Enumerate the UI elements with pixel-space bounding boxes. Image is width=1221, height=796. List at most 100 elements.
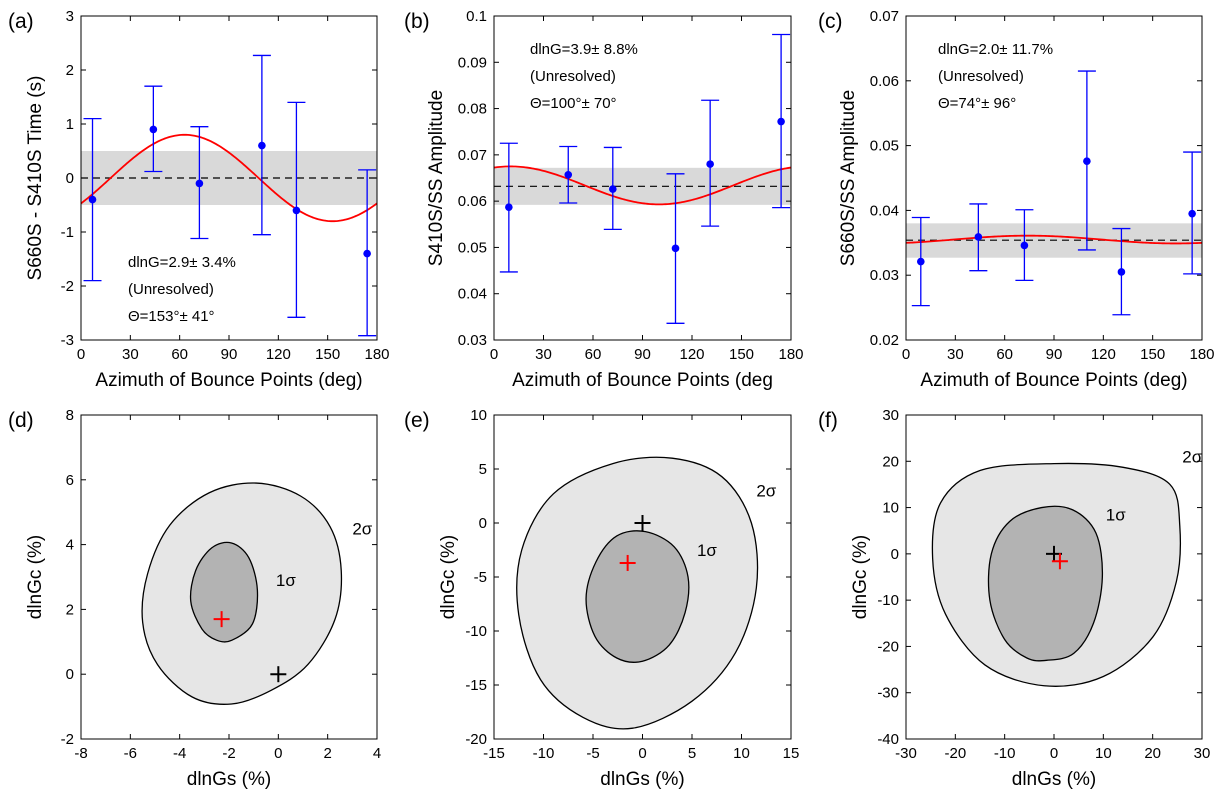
panel-c: dlnG=2.0± 11.7% (Unresolved) Θ=74°± 96° 0 30… <box>818 8 1215 391</box>
data-point <box>1188 209 1196 218</box>
annotation-line: (Unresolved) <box>938 68 1024 85</box>
panel-d: 1σ 2σ -8 -6 -4 -2 0 2 4 -2 0 2 4 6 8 dlnGs (%) dlnGc (%)… <box>8 407 381 790</box>
x-tick-label: -30 <box>895 745 917 762</box>
label-2sigma: 2σ <box>352 519 372 538</box>
contour-1sigma <box>987 505 1104 662</box>
y-tick-label: 1 <box>66 116 74 133</box>
x-tick-label: 0 <box>902 346 910 363</box>
x-axis-label: Azimuth of Bounce Points (deg) <box>920 370 1187 391</box>
data-point <box>363 249 371 258</box>
y-tick-label: -1 <box>61 224 74 241</box>
x-tick-label: 60 <box>996 346 1013 363</box>
x-tick-label: 90 <box>221 346 238 363</box>
y-tick-label: 0.04 <box>458 286 487 303</box>
label-1sigma: 1σ <box>276 571 296 590</box>
y-tick-label: -30 <box>877 685 899 702</box>
x-tick-label: 0 <box>77 346 85 363</box>
y-tick-label: 2 <box>66 62 74 79</box>
x-axis-label: dlnGs (%) <box>600 769 684 790</box>
annotation-line: Θ=153°± 41° <box>128 308 215 325</box>
x-tick-label: 30 <box>535 346 552 363</box>
x-axis-label: dlnGs (%) <box>1012 769 1096 790</box>
x-tick-label: 0 <box>490 346 498 363</box>
x-tick-label: 20 <box>1144 745 1161 762</box>
data-point <box>974 233 983 241</box>
x-tick-label: 180 <box>1189 346 1214 363</box>
y-tick-label: -2 <box>61 278 74 295</box>
x-tick-label: 180 <box>778 346 803 363</box>
fit-curve <box>81 133 377 223</box>
x-tick-label: 15 <box>783 745 800 762</box>
data-point <box>195 179 204 188</box>
data-point <box>505 203 513 211</box>
y-tick-label: 0 <box>891 546 899 563</box>
annotation-line: dlnG=3.9± 8.8% <box>530 41 638 58</box>
y-tick-label: 30 <box>882 407 899 424</box>
y-tick-label: 0.1 <box>466 8 487 25</box>
x-tick-label: -10 <box>533 745 555 762</box>
x-tick-label: 150 <box>1140 346 1165 363</box>
y-axis-label: dlnGc (%) <box>25 535 46 619</box>
y-tick-label: 0.03 <box>458 332 487 349</box>
panel-label: (a) <box>8 10 34 33</box>
y-tick-label: 0.06 <box>870 73 899 90</box>
data-point <box>777 117 785 126</box>
label-1sigma: 1σ <box>1106 506 1126 525</box>
label-1sigma: 1σ <box>697 541 717 560</box>
x-tick-label: 90 <box>634 346 651 363</box>
panel-label: (f) <box>818 409 838 432</box>
data-point <box>1083 157 1091 165</box>
y-tick-label: -10 <box>877 592 899 609</box>
panel-label: (c) <box>818 10 843 33</box>
data-point <box>706 160 714 168</box>
data-point <box>917 257 925 266</box>
y-tick-label: 0.07 <box>870 8 899 25</box>
axes-box <box>905 15 1203 341</box>
x-tick-label: 5 <box>688 745 696 762</box>
x-tick-label: 30 <box>1194 745 1211 762</box>
x-tick-label: 0 <box>274 745 282 762</box>
x-tick-label: 0 <box>1050 745 1058 762</box>
x-tick-label: 60 <box>585 346 602 363</box>
y-tick-label: 5 <box>479 461 487 478</box>
data-point <box>1020 241 1029 250</box>
y-tick-label: 0.03 <box>870 267 899 284</box>
y-axis-label: S660S/SS Amplitude <box>838 90 859 266</box>
panel-a: dlnG=2.9± 3.4%(Unresolved)Θ=153°± 41°0 30… <box>8 8 390 391</box>
data-point <box>609 185 617 193</box>
y-tick-label: -10 <box>465 623 487 640</box>
x-tick-label: -20 <box>944 745 966 762</box>
annotation-line: Θ=74°± 96° <box>938 95 1016 112</box>
panel-label: (b) <box>404 10 430 33</box>
panel-label: (e) <box>404 409 430 432</box>
y-tick-label: 0 <box>66 170 74 187</box>
y-tick-label: 0.02 <box>870 332 899 349</box>
panel-b: dlnG=3.9± 8.8% (Unresolved) Θ=100°± 70° 0 30… <box>404 8 804 391</box>
y-tick-label: 0.05 <box>458 239 487 256</box>
contour-1sigma <box>585 530 690 663</box>
y-axis-label: dlnGc (%) <box>438 535 459 619</box>
data-point <box>149 125 158 134</box>
x-tick-label: 10 <box>733 745 750 762</box>
label-2sigma: 2σ <box>1182 448 1202 467</box>
x-tick-label: 150 <box>315 346 340 363</box>
y-tick-label: 3 <box>66 8 74 25</box>
y-axis-label: S660S - S410S Time (s) <box>25 76 46 281</box>
data-point <box>564 170 573 179</box>
fit-curve <box>906 234 1202 245</box>
data-point <box>88 195 97 204</box>
x-tick-label: -2 <box>222 745 235 762</box>
y-axis-label: dlnGc (%) <box>850 535 871 619</box>
annotation-line: (Unresolved) <box>128 281 214 298</box>
annotation-line: dlnG=2.0± 11.7% <box>938 41 1053 58</box>
y-tick-label: 4 <box>66 537 74 554</box>
y-tick-label: 0.09 <box>458 54 487 71</box>
x-tick-label: 90 <box>1046 346 1063 363</box>
x-tick-label: 60 <box>171 346 188 363</box>
contour-1sigma <box>189 541 259 643</box>
fit-curve <box>494 165 791 206</box>
y-tick-label: 10 <box>470 407 487 424</box>
label-2sigma: 2σ <box>756 482 776 501</box>
